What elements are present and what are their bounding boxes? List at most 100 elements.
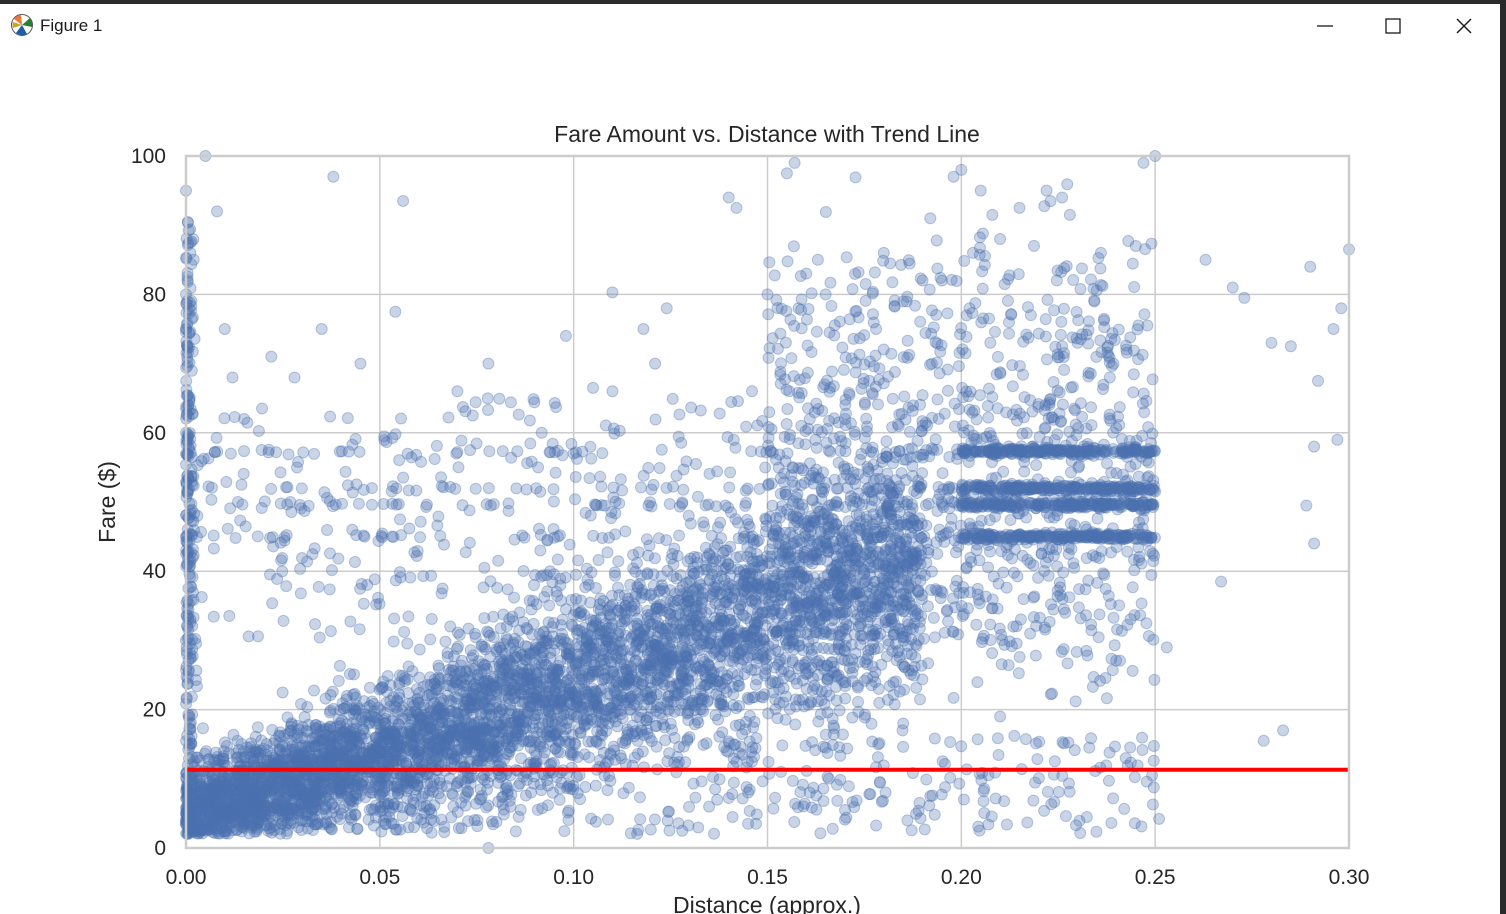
scatter-point — [588, 697, 601, 710]
close-button[interactable] — [1429, 4, 1499, 48]
scatter-point — [802, 642, 815, 655]
scatter-point — [302, 718, 315, 731]
scatter-point — [689, 660, 702, 673]
scatter-point — [688, 699, 701, 712]
scatter-point — [598, 673, 611, 686]
scatter-point — [285, 794, 298, 807]
scatter-point — [308, 740, 321, 753]
scatter-point — [850, 508, 863, 521]
scatter-point — [856, 600, 869, 613]
scatter-point — [528, 744, 541, 757]
scatter-point — [748, 578, 761, 591]
scatter-point — [806, 736, 819, 749]
scatter-point — [906, 459, 919, 472]
scatter-point — [539, 714, 552, 727]
scatter-point — [246, 791, 259, 804]
scatter-point — [689, 600, 702, 613]
scatter-point — [724, 466, 737, 479]
scatter-point — [334, 749, 347, 762]
scatter-point — [201, 798, 214, 811]
scatter-point — [533, 657, 546, 670]
scatter-point — [315, 755, 328, 768]
scatter-point — [594, 684, 607, 697]
scatter-point — [719, 544, 732, 557]
scatter-point — [421, 711, 434, 724]
scatter-point — [789, 718, 802, 731]
scatter-point — [783, 669, 796, 682]
scatter-point — [819, 728, 832, 741]
scatter-point — [774, 593, 787, 606]
scatter-point — [376, 736, 389, 749]
scatter-point — [543, 672, 556, 685]
scatter-point — [723, 655, 736, 668]
scatter-point — [803, 608, 816, 621]
scatter-point — [589, 581, 602, 594]
scatter-point — [551, 553, 564, 566]
scatter-point — [631, 648, 644, 661]
scatter-point — [624, 691, 637, 704]
scatter-point — [363, 681, 376, 694]
scatter-point — [478, 696, 491, 709]
scatter-point — [508, 591, 521, 604]
scatter-point — [446, 788, 459, 801]
scatter-point — [671, 627, 684, 640]
scatter-point — [295, 697, 308, 710]
scatter-point — [622, 726, 635, 739]
scatter-point — [892, 420, 905, 433]
scatter-point — [460, 693, 473, 706]
scatter-point — [847, 661, 860, 674]
matplotlib-icon — [11, 14, 33, 36]
scatter-point — [654, 598, 667, 611]
scatter-point — [674, 569, 687, 582]
scatter-point — [723, 614, 736, 627]
scatter-point — [551, 666, 564, 679]
scatter-point — [273, 729, 286, 742]
scatter-point — [894, 537, 907, 550]
scatter-point — [573, 640, 586, 653]
scatter-point — [432, 659, 445, 672]
scatter-point — [692, 589, 705, 602]
scatter-point — [473, 745, 486, 758]
minimize-button[interactable] — [1290, 4, 1360, 48]
scatter-point — [742, 693, 755, 706]
scatter-point — [650, 661, 663, 674]
scatter-point — [563, 538, 576, 551]
scatter-point — [343, 668, 356, 681]
scatter-point — [607, 665, 620, 678]
scatter-point — [255, 734, 268, 747]
scatter-point — [347, 716, 360, 729]
scatter-point — [668, 689, 681, 702]
scatter-point — [709, 709, 722, 722]
scatter-point — [525, 603, 538, 616]
scatter-point — [384, 736, 397, 749]
scatter-point — [680, 651, 693, 664]
scatter-point — [196, 722, 209, 735]
scatter-point — [408, 746, 421, 759]
scatter-point — [447, 710, 460, 723]
scatter-point — [428, 773, 441, 786]
scatter-point — [687, 567, 700, 580]
scatter-point — [266, 814, 279, 827]
scatter-point — [333, 776, 346, 789]
scatter-point — [505, 716, 518, 729]
scatter-point — [464, 644, 477, 657]
scatter-point — [370, 737, 383, 750]
scatter-point — [619, 525, 632, 538]
scatter-point — [203, 792, 216, 805]
scatter-point — [654, 687, 667, 700]
scatter-point — [393, 691, 406, 704]
scatter-point — [707, 666, 720, 679]
scatter-point — [326, 806, 339, 819]
scatter-point — [294, 783, 307, 796]
scatter-point — [898, 390, 911, 403]
scatter-point — [597, 653, 610, 666]
scatter-point — [548, 695, 561, 708]
scatter-point — [538, 694, 551, 707]
scatter-point — [450, 642, 463, 655]
maximize-button[interactable] — [1358, 4, 1428, 48]
scatter-point — [887, 688, 900, 701]
scatter-point — [633, 791, 646, 804]
scatter-point — [387, 690, 400, 703]
scatter-point — [852, 695, 865, 708]
scatter-point — [654, 707, 667, 720]
